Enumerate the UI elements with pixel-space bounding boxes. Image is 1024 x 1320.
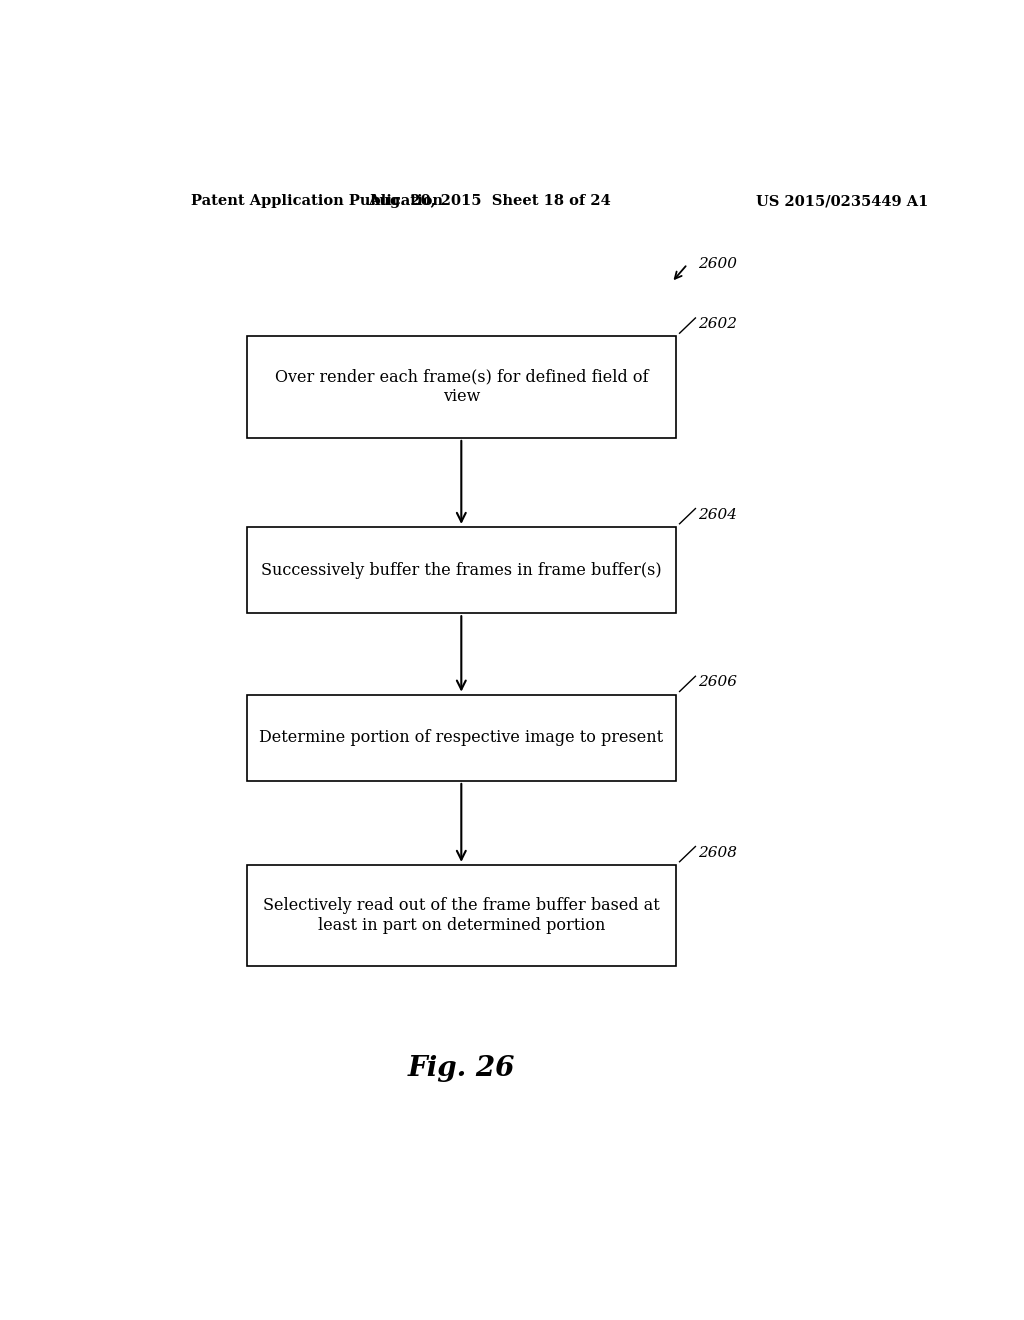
Text: 2604: 2604 <box>697 508 737 521</box>
Text: Aug. 20, 2015  Sheet 18 of 24: Aug. 20, 2015 Sheet 18 of 24 <box>368 194 610 209</box>
Text: US 2015/0235449 A1: US 2015/0235449 A1 <box>756 194 929 209</box>
Text: 2606: 2606 <box>697 676 737 689</box>
Text: Over render each frame(s) for defined field of
view: Over render each frame(s) for defined fi… <box>274 368 648 405</box>
Bar <box>247 527 676 614</box>
Text: 2608: 2608 <box>697 846 737 859</box>
Text: 2602: 2602 <box>697 317 737 331</box>
Text: Selectively read out of the frame buffer based at
least in part on determined po: Selectively read out of the frame buffer… <box>263 898 659 935</box>
Text: Determine portion of respective image to present: Determine portion of respective image to… <box>259 729 664 746</box>
Text: Patent Application Publication: Patent Application Publication <box>191 194 443 209</box>
Text: Fig. 26: Fig. 26 <box>408 1055 515 1081</box>
Text: 2600: 2600 <box>697 257 737 271</box>
Bar <box>247 337 676 438</box>
Text: Successively buffer the frames in frame buffer(s): Successively buffer the frames in frame … <box>261 561 662 578</box>
Bar <box>247 694 676 781</box>
Bar <box>247 865 676 966</box>
